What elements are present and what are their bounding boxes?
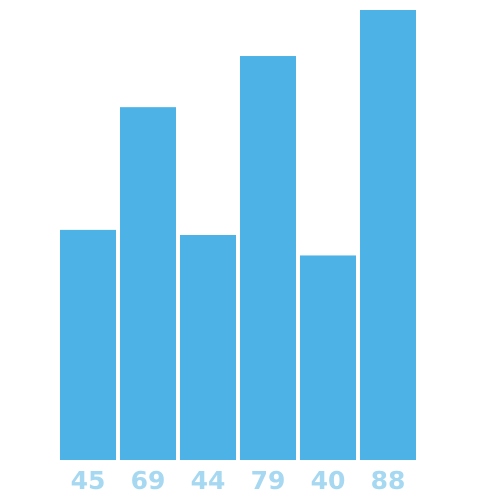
bar-79 <box>240 56 296 460</box>
bar-88 <box>360 10 416 460</box>
bar-44 <box>180 235 236 460</box>
bar-40 <box>300 255 356 460</box>
bar-label: 88 <box>371 466 406 495</box>
bar-label: 69 <box>131 466 166 495</box>
bar-label: 79 <box>251 466 286 495</box>
labels-group: 45 69 44 79 40 88 <box>71 466 406 495</box>
bars-group <box>60 10 416 460</box>
bar-label: 40 <box>311 466 346 495</box>
bar-69 <box>120 107 176 460</box>
bar-label: 45 <box>71 466 106 495</box>
bar-label: 44 <box>191 466 226 495</box>
bar-45 <box>60 229 116 460</box>
